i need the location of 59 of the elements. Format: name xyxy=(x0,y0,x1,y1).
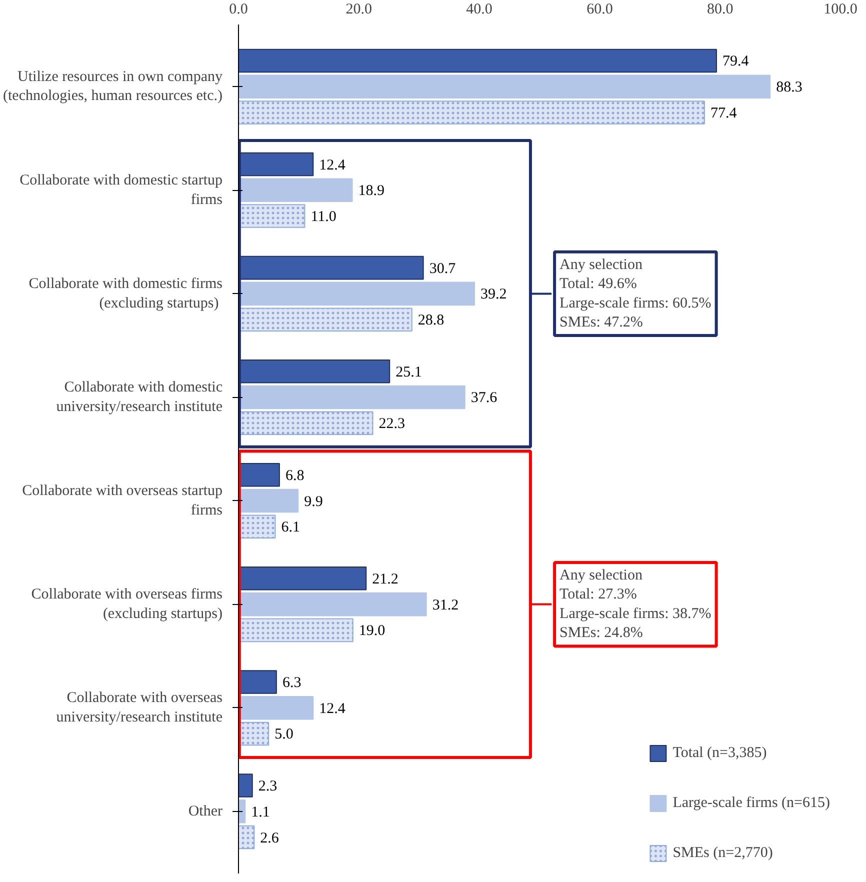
data-label: 77.4 xyxy=(710,106,738,122)
x-tick-label: 80.0 xyxy=(706,2,734,18)
x-tick-label: 20.0 xyxy=(346,2,372,18)
data-label: 18.9 xyxy=(358,183,385,200)
bar xyxy=(238,462,280,487)
data-label: 12.4 xyxy=(319,157,346,174)
x-tick-label: 60.0 xyxy=(586,2,613,18)
bar xyxy=(238,488,299,513)
bar xyxy=(238,282,475,306)
legend-label: Total (n=3,385) xyxy=(672,744,767,762)
data-label: 22.3 xyxy=(378,416,406,432)
bar xyxy=(238,670,277,694)
data-label: 9.9 xyxy=(304,494,323,510)
data-label: 79.4 xyxy=(722,54,750,70)
data-label: 2.3 xyxy=(258,778,278,794)
bar xyxy=(238,385,466,410)
y-tick-label: Collaborate with domestic startup firms xyxy=(20,172,223,208)
x-tick-label: 40.0 xyxy=(466,2,492,18)
annotation: Any selection Total: 27.3% Large-scale firms: 38.7% SMEs: 24.8% xyxy=(560,568,712,642)
bar xyxy=(238,256,424,280)
bar xyxy=(238,74,771,99)
x-tick-label: 100.0 xyxy=(824,2,858,18)
bar xyxy=(238,799,246,824)
y-tick-label: Other xyxy=(188,803,223,820)
data-label: 6.8 xyxy=(285,468,304,484)
data-label: 2.6 xyxy=(260,830,280,846)
data-label: 6.3 xyxy=(282,674,302,691)
data-label: 12.4 xyxy=(319,700,346,717)
x-tick-label: 0.0 xyxy=(229,2,248,18)
bar xyxy=(238,152,314,176)
data-label: 11.0 xyxy=(310,209,336,226)
data-label: 31.2 xyxy=(432,597,459,614)
data-label: 6.1 xyxy=(281,520,300,536)
bar xyxy=(238,48,717,73)
legend-label: SMEs (n=2,770) xyxy=(672,844,773,862)
bar xyxy=(238,566,367,590)
y-tick-label: Utilize resources in own company (technologies, human resources etc.) xyxy=(3,69,223,104)
data-label: 19.0 xyxy=(358,623,386,640)
bar xyxy=(238,696,314,720)
y-tick-label: Collaborate with overseas startup firms xyxy=(22,483,223,518)
bar xyxy=(238,774,253,798)
data-label: 37.6 xyxy=(470,390,498,406)
y-tick-label: Collaborate with domestic university/research institute xyxy=(56,380,223,415)
data-label: 39.2 xyxy=(480,286,507,303)
bar xyxy=(238,359,390,384)
data-label: 88.3 xyxy=(776,80,802,96)
data-label: 28.8 xyxy=(418,312,444,329)
y-tick-label: Collaborate with overseas university/research institute xyxy=(56,690,223,726)
data-label: 25.1 xyxy=(396,364,422,380)
bar xyxy=(238,178,353,202)
data-label: 5.0 xyxy=(274,726,294,743)
data-label: 30.7 xyxy=(429,260,456,277)
data-label: 21.2 xyxy=(372,571,398,588)
data-label: 1.1 xyxy=(251,804,270,820)
bar xyxy=(238,592,427,616)
annotation: Any selection Total: 49.6% Large-scale firms: 60.5% SMEs: 47.2% xyxy=(560,256,712,330)
y-tick-label: Collaborate with domestic firms (excluding startups) xyxy=(28,276,223,312)
legend-label: Large-scale firms (n=615) xyxy=(672,794,830,812)
y-tick-label: Collaborate with overseas firms (excluding startups) xyxy=(31,586,223,622)
